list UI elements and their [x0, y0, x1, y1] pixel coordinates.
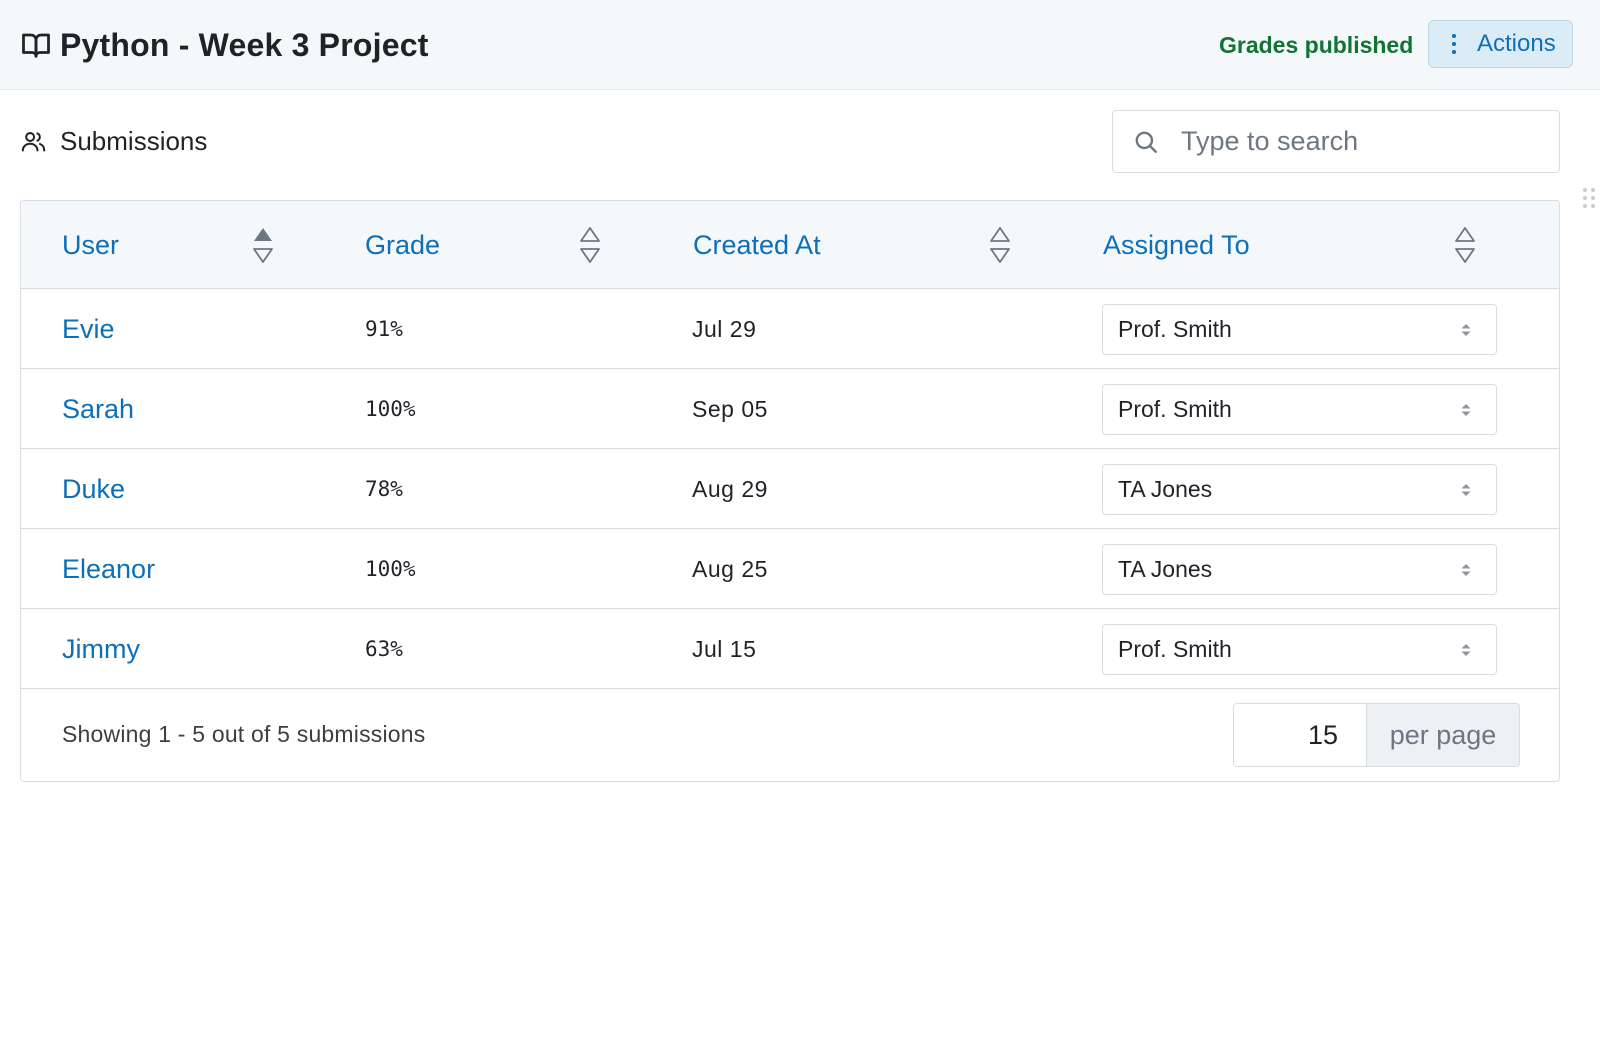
grade-value: 100% — [365, 397, 416, 421]
per-page-label: per page — [1366, 704, 1519, 766]
page-title: Python - Week 3 Project — [60, 26, 429, 63]
select-caret-icon — [1461, 324, 1471, 336]
sort-icon[interactable] — [988, 225, 1012, 265]
grades-published-status: Grades published — [1219, 32, 1414, 58]
sort-icon[interactable] — [1453, 225, 1477, 265]
table-row: Sarah 100% Sep 05 Prof. Smith — [21, 369, 1559, 449]
book-open-icon — [21, 30, 51, 60]
assigned-to-value: TA Jones — [1118, 556, 1213, 582]
assigned-to-select[interactable]: TA Jones — [1102, 544, 1497, 595]
table-row: Eleanor 100% Aug 25 TA Jones — [21, 529, 1559, 609]
actions-button[interactable]: Actions — [1428, 20, 1573, 68]
actions-label: Actions — [1477, 30, 1556, 57]
search-box — [1112, 110, 1560, 173]
assigned-to-value: Prof. Smith — [1118, 316, 1232, 342]
assigned-to-value: Prof. Smith — [1118, 396, 1232, 422]
per-page-input[interactable] — [1234, 704, 1366, 766]
column-header-user[interactable]: User — [62, 230, 120, 260]
kebab-icon — [1447, 34, 1461, 54]
created-at-value: Aug 29 — [692, 476, 768, 502]
search-input[interactable] — [1181, 126, 1531, 157]
created-at-value: Jul 29 — [692, 316, 757, 342]
table-header: User Grade Created At Assigned To — [21, 201, 1559, 289]
table-footer: Showing 1 - 5 out of 5 submissions per p… — [21, 689, 1559, 781]
users-icon — [20, 127, 48, 155]
assigned-to-select[interactable]: Prof. Smith — [1102, 384, 1497, 435]
grade-value: 78% — [365, 477, 403, 501]
sort-ascending-icon[interactable] — [251, 225, 275, 265]
select-caret-icon — [1461, 484, 1471, 496]
select-caret-icon — [1461, 644, 1471, 656]
sort-icon[interactable] — [578, 225, 602, 265]
table-row: Jimmy 63% Jul 15 Prof. Smith — [21, 609, 1559, 689]
user-link[interactable]: Eleanor — [62, 554, 156, 584]
resize-grip[interactable] — [1583, 188, 1597, 212]
column-header-grade[interactable]: Grade — [365, 230, 441, 260]
user-link[interactable]: Evie — [62, 314, 115, 344]
column-header-assigned-to[interactable]: Assigned To — [1103, 230, 1250, 260]
section-title: Submissions — [60, 125, 208, 156]
submissions-table: User Grade Created At Assigned To Evie 9… — [20, 200, 1560, 782]
assigned-to-value: Prof. Smith — [1118, 636, 1232, 662]
page-title-group: Python - Week 3 Project — [21, 24, 429, 66]
select-caret-icon — [1461, 564, 1471, 576]
grade-value: 100% — [365, 557, 416, 581]
top-bar: Python - Week 3 Project Grades published… — [0, 0, 1600, 90]
assigned-to-value: TA Jones — [1118, 476, 1213, 502]
pagination-summary: Showing 1 - 5 out of 5 submissions — [62, 721, 426, 747]
created-at-value: Aug 25 — [692, 556, 768, 582]
user-link[interactable]: Jimmy — [62, 634, 140, 664]
grade-value: 63% — [365, 637, 403, 661]
submissions-heading: Submissions — [20, 125, 207, 157]
table-row: Evie 91% Jul 29 Prof. Smith — [21, 289, 1559, 369]
created-at-value: Sep 05 — [692, 396, 768, 422]
user-link[interactable]: Duke — [62, 474, 126, 504]
assigned-to-select[interactable]: TA Jones — [1102, 464, 1497, 515]
assigned-to-select[interactable]: Prof. Smith — [1102, 624, 1497, 675]
grade-value: 91% — [365, 317, 403, 341]
column-header-created-at[interactable]: Created At — [693, 230, 821, 260]
select-caret-icon — [1461, 404, 1471, 416]
user-link[interactable]: Sarah — [62, 394, 135, 424]
per-page-control: per page — [1233, 703, 1520, 767]
search-icon — [1133, 129, 1159, 155]
assigned-to-select[interactable]: Prof. Smith — [1102, 304, 1497, 355]
table-row: Duke 78% Aug 29 TA Jones — [21, 449, 1559, 529]
created-at-value: Jul 15 — [692, 636, 757, 662]
